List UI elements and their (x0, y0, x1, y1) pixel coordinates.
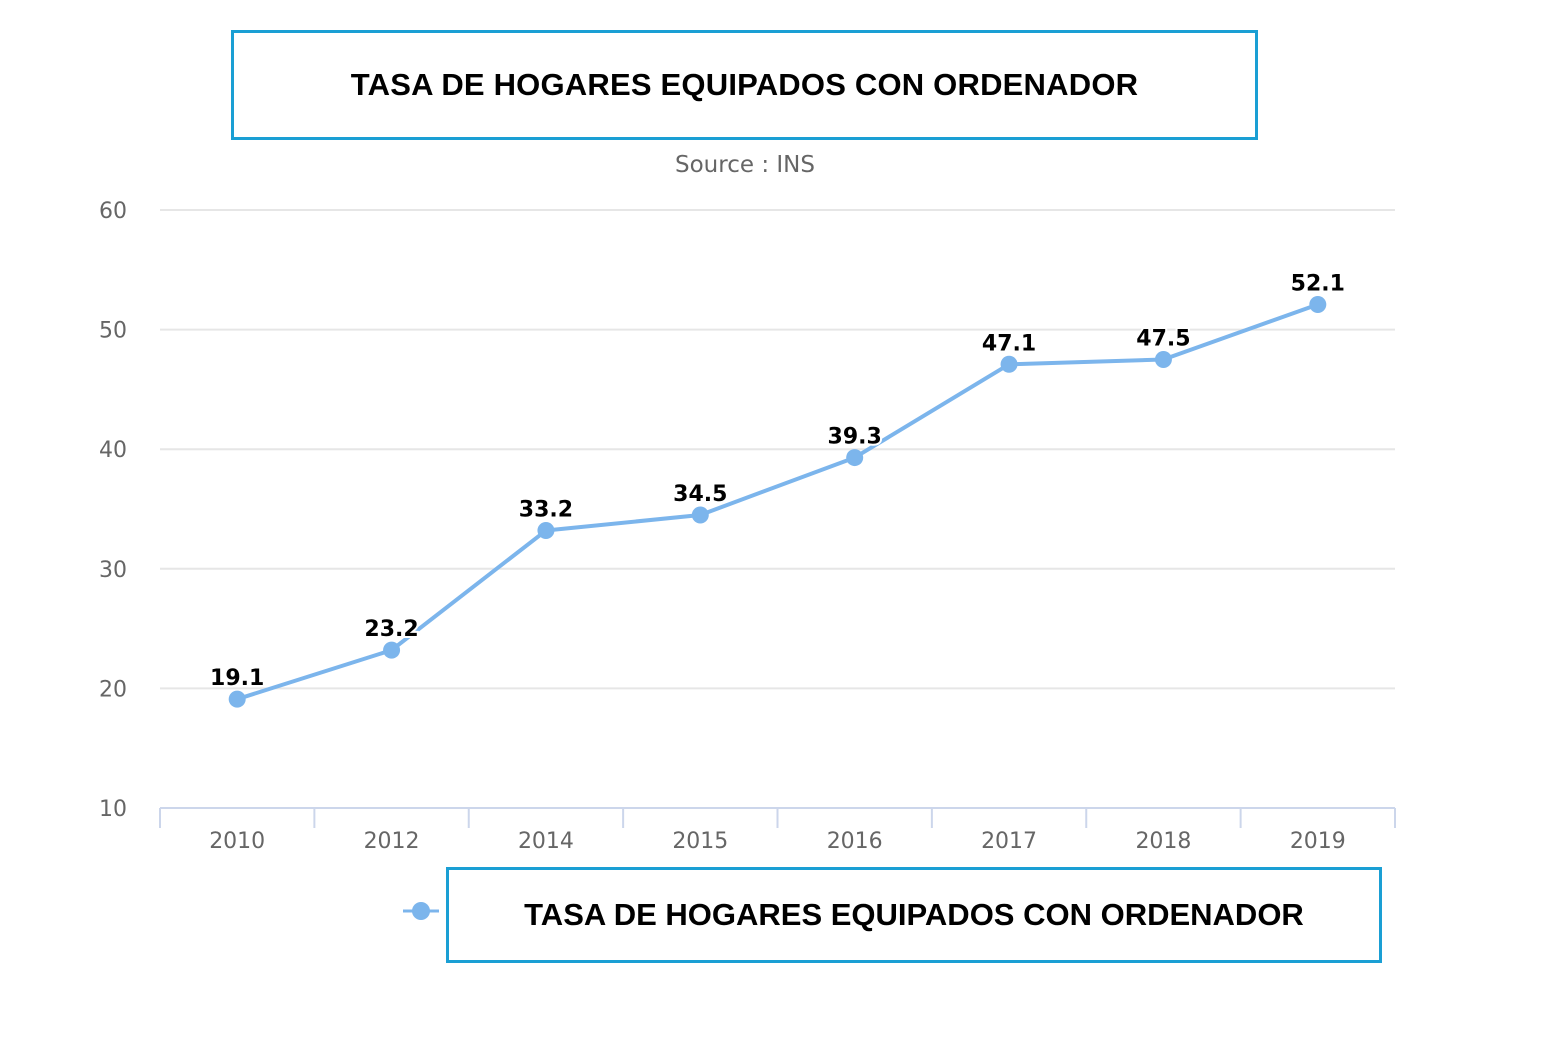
data-point (691, 506, 709, 524)
series-line (235, 302, 1320, 702)
data-point (383, 641, 401, 659)
data-label: 19.1 (210, 666, 264, 691)
y-tick-label: 50 (99, 319, 127, 344)
chart-title-box: TASA DE HOGARES EQUIPADOS CON ORDENADOR (231, 30, 1258, 140)
data-point (1309, 295, 1327, 313)
data-label: 47.1 (982, 331, 1036, 356)
y-tick-label: 30 (99, 558, 127, 583)
x-tick-label: 2016 (827, 829, 883, 854)
x-tick-label: 2015 (672, 829, 728, 854)
x-tick-label: 2014 (518, 829, 574, 854)
data-label: 39.3 (828, 425, 882, 450)
y-tick-label: 40 (99, 438, 127, 463)
chart-title: TASA DE HOGARES EQUIPADOS CON ORDENADOR (350, 67, 1139, 102)
x-tick-label: 2012 (364, 829, 420, 854)
data-point (846, 449, 864, 467)
chart-subtitle: Source : INS (675, 152, 815, 178)
data-label: 52.1 (1291, 271, 1345, 296)
x-tick-label: 2017 (981, 829, 1037, 854)
y-tick-label: 10 (99, 797, 127, 822)
data-point (1000, 355, 1018, 373)
data-point (228, 690, 246, 708)
data-label: 33.2 (519, 498, 573, 523)
x-tick-label: 2010 (209, 829, 265, 854)
data-label: 23.2 (364, 617, 418, 642)
y-tick-label: 60 (99, 199, 127, 224)
x-tick-label: 2019 (1290, 829, 1346, 854)
legend-label: TASA DE HOGARES EQUIPADOS CON ORDENADOR (524, 897, 1304, 932)
x-tick-label: 2018 (1135, 829, 1191, 854)
legend-item[interactable]: TASA DE HOGARES EQUIPADOS CON ORDENADOR (446, 867, 1382, 963)
data-point (1154, 351, 1172, 368)
data-label: 47.5 (1136, 327, 1190, 352)
y-tick-label: 20 (99, 677, 127, 702)
legend-marker-icon (403, 902, 439, 920)
data-label: 34.5 (673, 482, 727, 507)
data-point (537, 522, 555, 540)
